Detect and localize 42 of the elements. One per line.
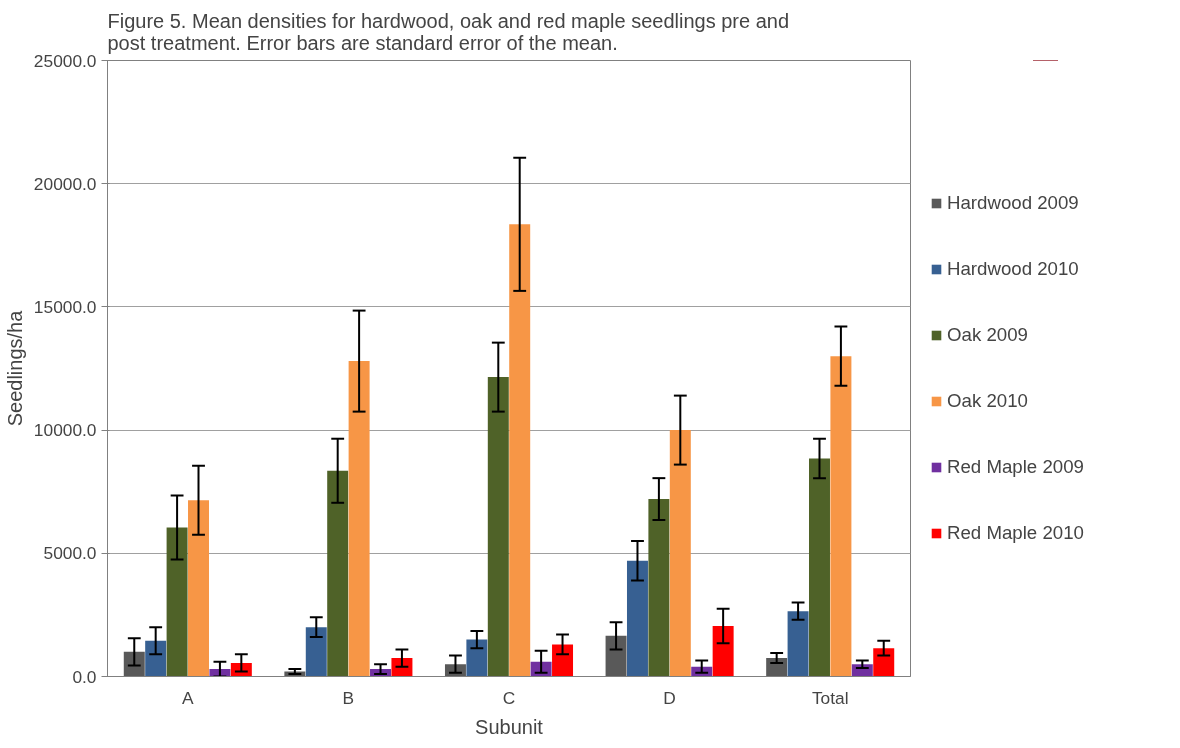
legend-label: Oak 2009	[947, 324, 1028, 346]
bar	[166, 527, 188, 677]
y-axis-title: Seedlings/ha	[3, 309, 26, 427]
bar	[626, 560, 648, 677]
y-tick-label: 25000.0	[33, 50, 97, 71]
x-axis-title: Subunit	[475, 715, 544, 738]
x-tick-label: C	[502, 687, 516, 708]
bar	[348, 361, 370, 677]
bar	[669, 430, 691, 677]
y-tick-label: 5000.0	[43, 543, 97, 564]
bar	[552, 644, 574, 677]
bar	[830, 356, 852, 677]
legend-label: Hardwood 2009	[947, 192, 1079, 214]
x-tick-label: D	[663, 687, 676, 708]
bar	[466, 639, 488, 677]
bar	[487, 377, 509, 677]
bar	[873, 648, 895, 677]
legend-label: Red Maple 2010	[947, 522, 1084, 544]
bar	[766, 658, 788, 677]
bar	[305, 627, 327, 677]
bar	[648, 499, 670, 677]
bar	[787, 611, 809, 677]
bar	[209, 669, 231, 677]
y-tick-label: 0.0	[72, 666, 97, 687]
x-tick-label: A	[182, 687, 195, 708]
y-tick-label: 20000.0	[33, 173, 97, 194]
bar	[605, 635, 627, 677]
x-tick-label: B	[342, 687, 355, 708]
y-tick-label: 15000.0	[33, 296, 97, 317]
bar	[509, 224, 531, 677]
bar	[188, 500, 209, 677]
legend-label: Red Maple 2009	[947, 456, 1084, 478]
y-tick-label: 10000.0	[33, 420, 97, 441]
bar	[712, 625, 734, 677]
bar	[145, 640, 167, 677]
legend-label: Hardwood 2010	[947, 258, 1079, 280]
chart-title: Figure 5. Mean densities for hardwood, oak and red maple seedlings pre and post treatment. Error bars are standard error of the mean.	[107, 9, 790, 54]
x-tick-label: Total	[811, 687, 849, 708]
bar	[809, 458, 830, 677]
bar	[123, 651, 145, 677]
bar	[327, 470, 349, 677]
legend-label: Oak 2010	[947, 390, 1028, 412]
